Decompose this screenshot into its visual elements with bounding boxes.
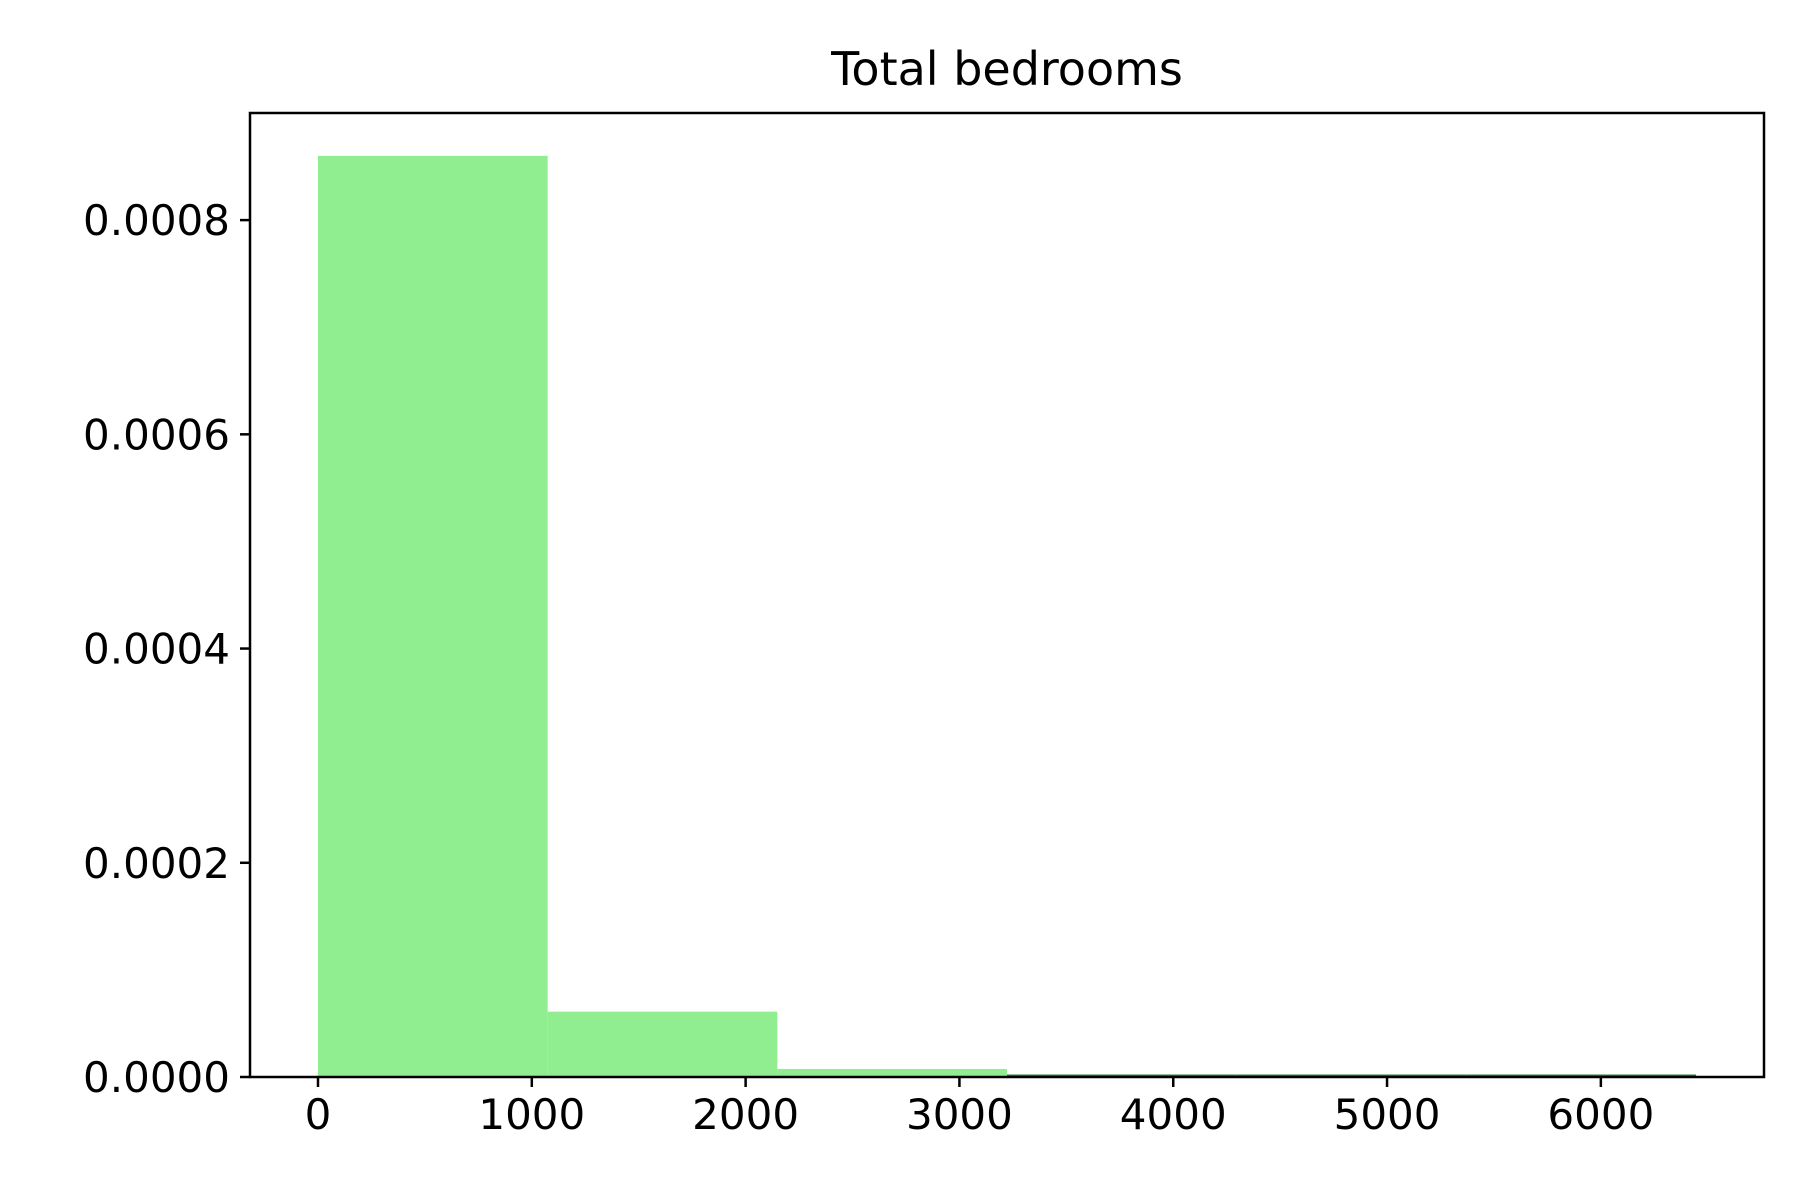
plot-frame: [248, 111, 1766, 1079]
x-tick-label: 2000: [692, 1090, 799, 1139]
x-tick-label: 5000: [1334, 1090, 1441, 1139]
y-axis: 0.0000 0.0002 0.0004 0.0006 0.0008: [83, 196, 250, 1102]
histogram-bar-1: [547, 1011, 778, 1077]
x-tick-label: 0: [305, 1090, 332, 1139]
bars-layer: [317, 155, 1697, 1077]
y-tick-label: 0.0002: [83, 839, 230, 888]
y-tick-label: 0.0000: [83, 1053, 230, 1102]
x-tick-label: 6000: [1547, 1090, 1654, 1139]
x-tick-label: 3000: [906, 1090, 1013, 1139]
x-tick-label: 1000: [478, 1090, 585, 1139]
y-tick-label: 0.0004: [83, 625, 230, 674]
histogram-bar-0: [317, 155, 548, 1077]
histogram-bar-2: [777, 1068, 1007, 1077]
chart-title: Total bedrooms: [830, 42, 1183, 96]
x-axis: 0 1000 2000 3000 4000 5000 6000: [305, 1077, 1654, 1139]
y-tick-label: 0.0008: [83, 196, 230, 245]
y-tick-label: 0.0006: [83, 410, 230, 459]
x-tick-label: 4000: [1120, 1090, 1227, 1139]
